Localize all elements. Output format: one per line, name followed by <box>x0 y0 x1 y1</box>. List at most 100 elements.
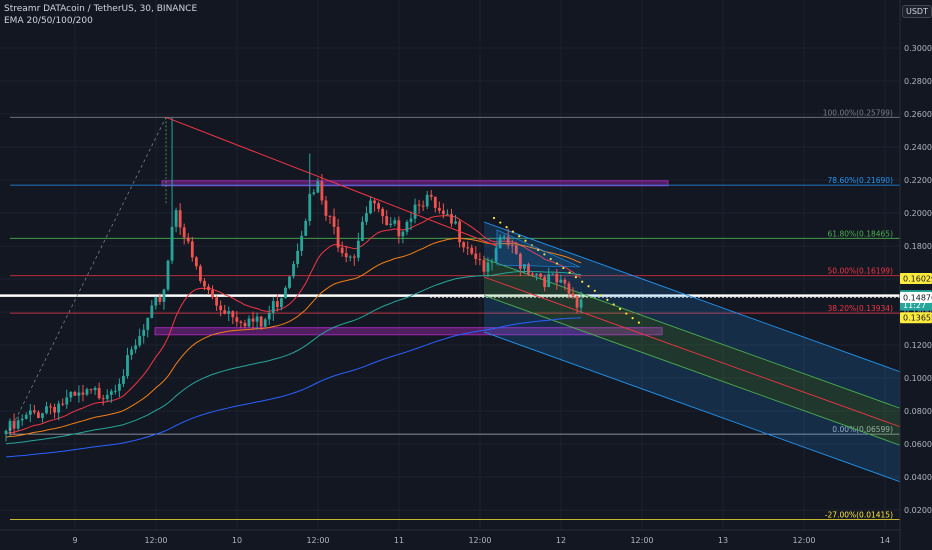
trend-dashed-line <box>9 117 167 431</box>
projection-dot <box>499 221 502 224</box>
channel-line <box>483 295 901 446</box>
projection-dot <box>606 298 609 301</box>
projection-dot <box>555 262 559 265</box>
projection-dot <box>574 276 578 279</box>
candle-body <box>421 205 425 207</box>
candle-body <box>8 420 12 431</box>
candle-body <box>69 391 73 398</box>
candle-body <box>37 412 40 418</box>
candle-body <box>409 218 413 222</box>
candle-body <box>324 200 328 216</box>
fib-level-label: 100.00%(0.25799) <box>823 108 893 117</box>
candle-body <box>320 181 324 201</box>
candle-body <box>575 296 579 308</box>
candle-body <box>16 420 20 429</box>
demand-zone <box>154 327 663 336</box>
price-tick-label: 0.30000 <box>904 44 932 53</box>
candle-body <box>393 220 397 224</box>
candle-body <box>332 216 336 227</box>
price-badge: 0.13655 <box>900 312 932 324</box>
candle-body <box>385 216 389 226</box>
time-tick-label: 12:00 <box>468 536 491 545</box>
ema-200-line <box>5 317 582 458</box>
candle-body <box>231 311 235 318</box>
candle-body <box>555 273 559 283</box>
indicator-legend[interactable]: EMA 20/50/100/200 <box>4 16 93 26</box>
candle-body <box>154 296 158 306</box>
projection-dot <box>537 248 540 251</box>
candle-body <box>518 253 522 269</box>
candle-body <box>373 200 376 204</box>
symbol-title[interactable]: Streamr DATAcoin / TetherUS, 30, BINANCE <box>4 4 198 14</box>
projection-dot <box>618 307 622 311</box>
candle-body <box>223 310 227 314</box>
candle-body <box>340 247 344 254</box>
fib-level-label: 38.20%(0.13934) <box>828 304 894 313</box>
candle-body <box>186 237 190 242</box>
projection-dot <box>549 257 552 261</box>
price-badge: 0.16029 <box>900 273 932 285</box>
candle-body <box>203 280 206 287</box>
candle-body <box>85 389 89 395</box>
candle-body <box>41 413 44 418</box>
candle-body <box>32 410 36 413</box>
candle-body <box>352 256 356 258</box>
ema-50-line <box>5 237 582 438</box>
candle-body <box>312 192 316 194</box>
projection-dot <box>492 216 496 220</box>
price-badge-bg <box>900 273 932 285</box>
projection-dot <box>543 253 546 256</box>
candle-body <box>304 221 308 236</box>
candle-body <box>174 210 178 227</box>
price-badge-label: 0.14876 <box>903 294 932 303</box>
fib-level-label: 78.60%(0.21690) <box>828 176 894 185</box>
ema-20-line <box>5 215 582 435</box>
fib-level-label: 0.00%(0.06599) <box>832 425 893 434</box>
candle-body <box>158 296 162 302</box>
candle-body <box>243 322 247 327</box>
candle-body <box>126 355 129 376</box>
price-badge-bg <box>900 292 932 304</box>
candle-body <box>543 276 547 288</box>
trend-drawings <box>9 116 641 435</box>
candle-body <box>401 231 405 237</box>
candle-body <box>134 345 137 350</box>
candle-body <box>275 301 279 308</box>
projection-dot <box>593 289 596 292</box>
candle-body <box>478 258 482 261</box>
candle-body <box>348 256 352 258</box>
projection-dot <box>518 235 521 238</box>
candle-body <box>45 406 48 414</box>
candle-body <box>138 335 142 346</box>
candle-body <box>446 214 449 216</box>
candle-body <box>61 403 65 405</box>
candle-body <box>429 194 433 197</box>
candle-body <box>308 193 312 222</box>
candle-body <box>442 210 445 215</box>
time-axis[interactable]: 9 12:00 10 12:00 11 12:00 12 12:00 13 12:00 14 <box>72 536 890 545</box>
projection-dot <box>600 294 603 297</box>
channel-line <box>483 221 901 373</box>
currency-button[interactable]: USDT <box>902 5 932 18</box>
price-badge-label: 0.13655 <box>903 314 932 323</box>
time-tick-label: 12:00 <box>144 536 167 545</box>
candle-body <box>328 215 332 217</box>
supply-zone <box>161 180 669 187</box>
candle-body <box>506 236 510 246</box>
candle-body <box>365 213 368 222</box>
candle-body <box>28 410 32 415</box>
candle-body <box>65 397 69 405</box>
fib-level-label: 50.00%(0.16199) <box>828 267 894 276</box>
candle-body <box>146 317 150 330</box>
time-tick-label: 12:00 <box>630 536 653 545</box>
candle-body <box>490 261 494 263</box>
channel-band <box>484 295 900 482</box>
candle-body <box>81 392 85 395</box>
